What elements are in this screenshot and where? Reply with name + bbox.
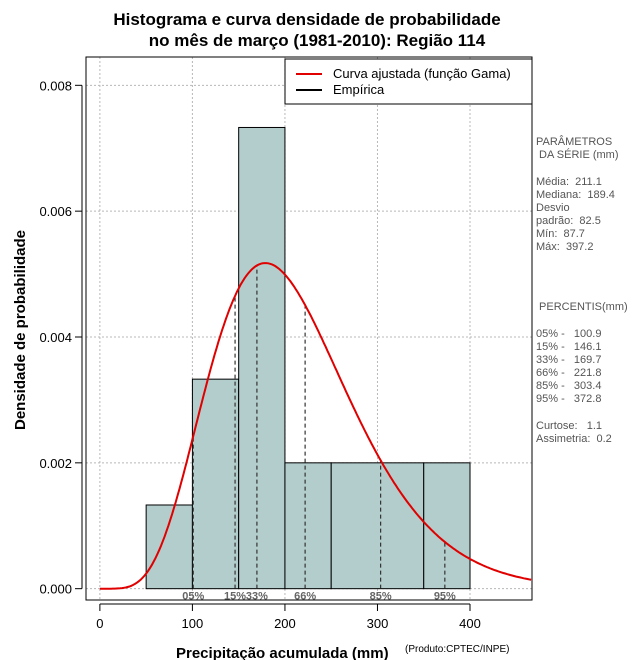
percentile-label-2: 33% bbox=[246, 591, 268, 603]
pct-05: 05% - 100.9 bbox=[536, 328, 602, 340]
percentile-label-1: 15% bbox=[224, 591, 246, 603]
x-tick-label-4: 400 bbox=[459, 616, 481, 631]
y-axis-title: Densidade de probabilidade bbox=[12, 230, 29, 430]
params-title-2: DA SÉRIE (mm) bbox=[536, 149, 619, 161]
stat-media: Média: 211.1 bbox=[536, 176, 602, 188]
x-tick-label-2: 200 bbox=[274, 616, 296, 631]
pct-95: 95% - 372.8 bbox=[536, 393, 602, 405]
params-title-1: PARÂMETROS bbox=[536, 136, 613, 148]
legend-box bbox=[284, 58, 533, 105]
legend-label-fitted: Curva ajustada (função Gama) bbox=[333, 66, 511, 81]
x-axis-title: Precipitação acumulada (mm) bbox=[176, 645, 389, 660]
statistics-panel: PARÂMETROS DA SÉRIE (mm) Média: 211.1 Me… bbox=[536, 136, 640, 446]
y-tick-label-1: 0.002 bbox=[39, 456, 72, 471]
stat-min: Mín: 87.7 bbox=[536, 228, 585, 240]
y-tick-label-3: 0.006 bbox=[39, 204, 72, 219]
x-tick-label-0: 0 bbox=[96, 616, 103, 631]
stat-mediana: Mediana: 189.4 bbox=[536, 189, 615, 201]
y-tick-label-0: 0.000 bbox=[39, 582, 72, 597]
stat-desvio-1: Desvio bbox=[536, 202, 570, 214]
stat-max: Máx: 397.2 bbox=[536, 241, 594, 253]
pct-85: 85% - 303.4 bbox=[536, 380, 602, 392]
product-credit: (Produto:CPTEC/INPE) bbox=[405, 644, 509, 655]
x-tick-label-3: 300 bbox=[367, 616, 389, 631]
percentis-title: PERCENTIS(mm) bbox=[536, 301, 628, 313]
percentile-label-3: 66% bbox=[294, 591, 316, 603]
stat-curtose: Curtose: 1.1 bbox=[536, 420, 603, 432]
y-tick-label-4: 0.008 bbox=[39, 78, 72, 93]
histogram-bar-2 bbox=[238, 126, 286, 590]
legend-label-empirical: Empírica bbox=[333, 82, 385, 97]
histogram-bar-4 bbox=[330, 462, 425, 590]
histogram-bar-1 bbox=[191, 378, 240, 590]
pct-66: 66% - 221.8 bbox=[536, 367, 602, 379]
curve-layer bbox=[99, 262, 532, 590]
chart-title-line2: no mês de março (1981-2010): Região 114 bbox=[149, 31, 486, 50]
y-tick-label-2: 0.004 bbox=[39, 330, 72, 345]
y-axis: 0.000 0.002 0.004 0.006 0.008 bbox=[39, 78, 83, 597]
plot-frame bbox=[85, 56, 533, 601]
percentile-label-4: 85% bbox=[370, 591, 392, 603]
chart-title-line1: Histograma e curva densidade de probabil… bbox=[113, 10, 500, 29]
fitted-gamma-curve bbox=[99, 262, 532, 590]
x-tick-label-1: 100 bbox=[182, 616, 204, 631]
percentile-label-0: 05% bbox=[182, 591, 204, 603]
histogram-bar-3 bbox=[284, 462, 332, 590]
bars-layer bbox=[145, 126, 471, 590]
stat-desvio-2: padrão: 82.5 bbox=[536, 215, 601, 227]
stat-assimetria: Assimetria: 0.2 bbox=[536, 433, 612, 445]
legend: Curva ajustada (função Gama) Empírica bbox=[284, 58, 533, 105]
percentile-label-5: 95% bbox=[434, 591, 456, 603]
pct-33: 33% - 169.7 bbox=[536, 354, 602, 366]
pct-15: 15% - 146.1 bbox=[536, 341, 602, 353]
histogram-bar-0 bbox=[145, 504, 193, 590]
x-axis: 0 100 200 300 400 bbox=[96, 603, 481, 631]
histogram-bar-5 bbox=[423, 462, 471, 590]
